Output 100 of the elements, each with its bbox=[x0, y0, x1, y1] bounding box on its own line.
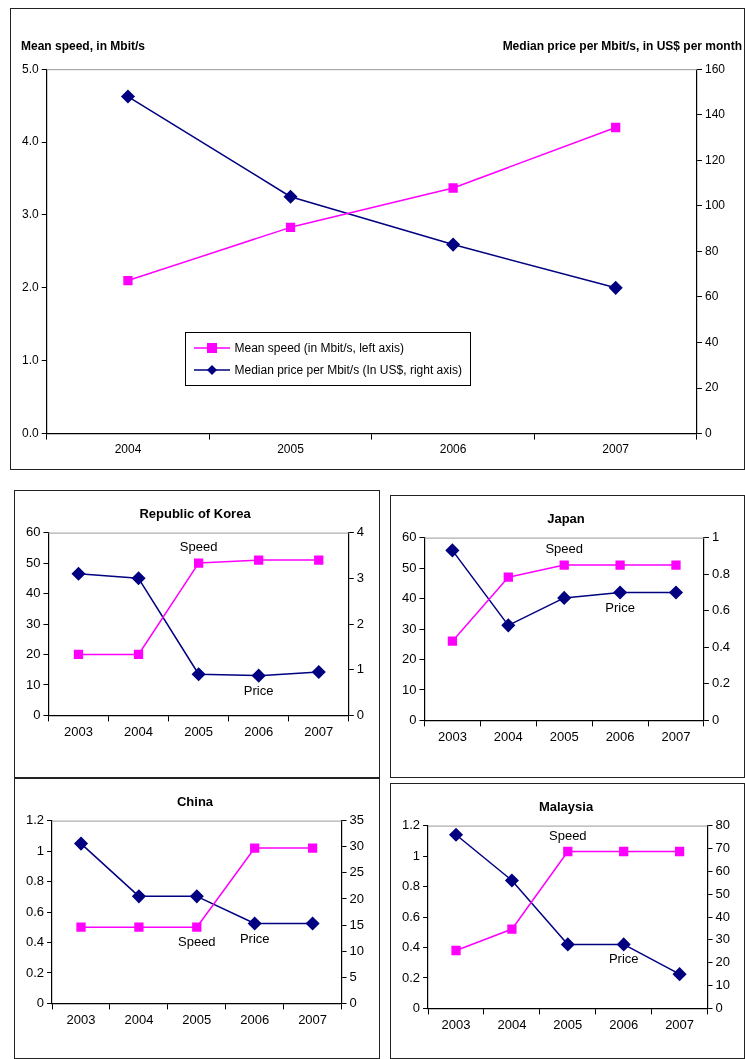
y2-tick-label: 20 bbox=[715, 954, 731, 970]
y2-tick-label: 1 bbox=[711, 529, 720, 545]
y2-tick-label: 4 bbox=[356, 524, 364, 540]
x-tick-label: 2005 bbox=[549, 728, 579, 744]
x-tick-label: 2007 bbox=[602, 442, 630, 457]
y2-tick-label: 40 bbox=[704, 334, 719, 349]
y2-tick-label: 1 bbox=[356, 661, 364, 677]
point bbox=[123, 275, 133, 286]
y-tick-label: 40 bbox=[401, 590, 417, 606]
y2-tick-label: 10 bbox=[349, 942, 365, 958]
point bbox=[616, 937, 631, 952]
x-tick-label: 2007 bbox=[298, 1011, 328, 1027]
point bbox=[507, 924, 517, 934]
y-tick-label: 5.0 bbox=[21, 61, 39, 76]
x-tick-label: 2004 bbox=[124, 723, 154, 739]
y2-tick-label: 0 bbox=[715, 999, 723, 1015]
y-tick-label: 10 bbox=[401, 681, 417, 697]
point bbox=[191, 667, 206, 682]
y2-tick-label: 0.6 bbox=[711, 602, 731, 618]
y2-tick-label: 120 bbox=[704, 152, 726, 167]
y-tick-label: 1 bbox=[36, 842, 45, 858]
y2-tick-label: 0 bbox=[356, 706, 364, 722]
x-tick-label: 2004 bbox=[497, 1016, 527, 1032]
y-tick-label: 30 bbox=[25, 615, 41, 631]
y2-tick-label: 25 bbox=[349, 864, 365, 880]
chart-title: China bbox=[176, 794, 214, 810]
y2-tick-label: 5 bbox=[349, 968, 357, 984]
y2-tick-label: 0.2 bbox=[711, 675, 731, 691]
y2-tick-label: 30 bbox=[715, 931, 731, 947]
point bbox=[619, 846, 629, 857]
x-tick-label: 2006 bbox=[244, 723, 274, 739]
y-tick-label: 4.0 bbox=[21, 134, 39, 149]
y2-tick-label: 50 bbox=[715, 885, 731, 901]
y-tick-label: 60 bbox=[401, 529, 417, 545]
y-axis-title: Mean speed, in Mbit/s bbox=[21, 39, 146, 53]
y2-tick-label: 20 bbox=[704, 380, 719, 395]
y2-tick-label: 15 bbox=[349, 916, 365, 932]
point bbox=[563, 846, 573, 857]
point bbox=[74, 836, 88, 851]
point bbox=[448, 183, 458, 193]
point bbox=[121, 89, 135, 104]
series-label: Speed bbox=[545, 541, 583, 557]
y2-tick-label: 10 bbox=[715, 977, 731, 993]
y2-tick-label: 2 bbox=[356, 615, 364, 631]
y-tick-label: 0.4 bbox=[401, 939, 421, 955]
y2-tick-label: 0.8 bbox=[711, 565, 731, 581]
y-tick-label: 0 bbox=[36, 994, 45, 1010]
y2-tick-label: 0 bbox=[711, 711, 720, 727]
series-label: Speed bbox=[549, 827, 587, 843]
point bbox=[674, 846, 685, 857]
x-tick-label: 2003 bbox=[66, 1011, 96, 1027]
y-tick-label: 60 bbox=[25, 524, 41, 540]
y-tick-label: 0.2 bbox=[25, 964, 45, 980]
y-tick-label: 0.0 bbox=[21, 425, 39, 440]
y-tick-label: 0.4 bbox=[25, 934, 45, 950]
x-tick-label: 2005 bbox=[277, 442, 305, 457]
y2-tick-label: 0.4 bbox=[711, 638, 731, 654]
x-tick-label: 2007 bbox=[661, 728, 691, 744]
x-tick-label: 2007 bbox=[665, 1016, 695, 1032]
y2-tick-label: 0 bbox=[349, 994, 357, 1010]
y-tick-label: 1.2 bbox=[25, 812, 45, 828]
y-tick-label: 0.6 bbox=[25, 903, 45, 919]
chart-title: Japan bbox=[547, 511, 585, 527]
x-tick-label: 2003 bbox=[64, 723, 93, 739]
x-tick-label: 2006 bbox=[609, 1016, 639, 1032]
y-tick-label: 2.0 bbox=[21, 280, 39, 295]
x-tick-label: 2004 bbox=[124, 1011, 154, 1027]
point bbox=[247, 916, 262, 931]
point bbox=[557, 591, 571, 605]
chart-title: Republic of Korea bbox=[139, 506, 252, 522]
y2-tick-label: 160 bbox=[704, 61, 726, 76]
y-tick-label: 1.0 bbox=[21, 353, 39, 368]
y-tick-label: 0.2 bbox=[401, 969, 421, 985]
y-tick-label: 10 bbox=[25, 676, 41, 692]
y2-tick-label: 40 bbox=[715, 908, 731, 924]
y2-tick-label: 80 bbox=[715, 817, 731, 833]
y2-tick-label: 70 bbox=[715, 840, 731, 856]
point bbox=[305, 916, 320, 931]
point bbox=[73, 649, 84, 660]
y2-tick-label: 30 bbox=[349, 838, 365, 854]
legend-label: Median price per Mbit/s (In US$, right axis) bbox=[234, 362, 462, 377]
y2-tick-label: 35 bbox=[349, 812, 365, 828]
point bbox=[503, 572, 513, 582]
point bbox=[254, 555, 264, 565]
y-tick-label: 0 bbox=[33, 706, 41, 722]
y-tick-label: 1.2 bbox=[401, 817, 421, 833]
y-tick-label: 20 bbox=[401, 651, 417, 667]
y-tick-label: 50 bbox=[25, 554, 41, 570]
y2-tick-label: 140 bbox=[704, 107, 726, 122]
x-tick-label: 2005 bbox=[182, 1011, 212, 1027]
y-tick-label: 40 bbox=[25, 585, 41, 601]
x-tick-label: 2005 bbox=[184, 723, 214, 739]
point bbox=[505, 873, 519, 888]
point bbox=[613, 585, 627, 600]
y-tick-label: 0.8 bbox=[401, 878, 421, 894]
point bbox=[133, 649, 144, 660]
x-tick-label: 2006 bbox=[439, 442, 467, 457]
y2-tick-label: 60 bbox=[715, 862, 731, 878]
y2-tick-label: 20 bbox=[349, 890, 365, 906]
series-label: Speed bbox=[178, 934, 216, 950]
